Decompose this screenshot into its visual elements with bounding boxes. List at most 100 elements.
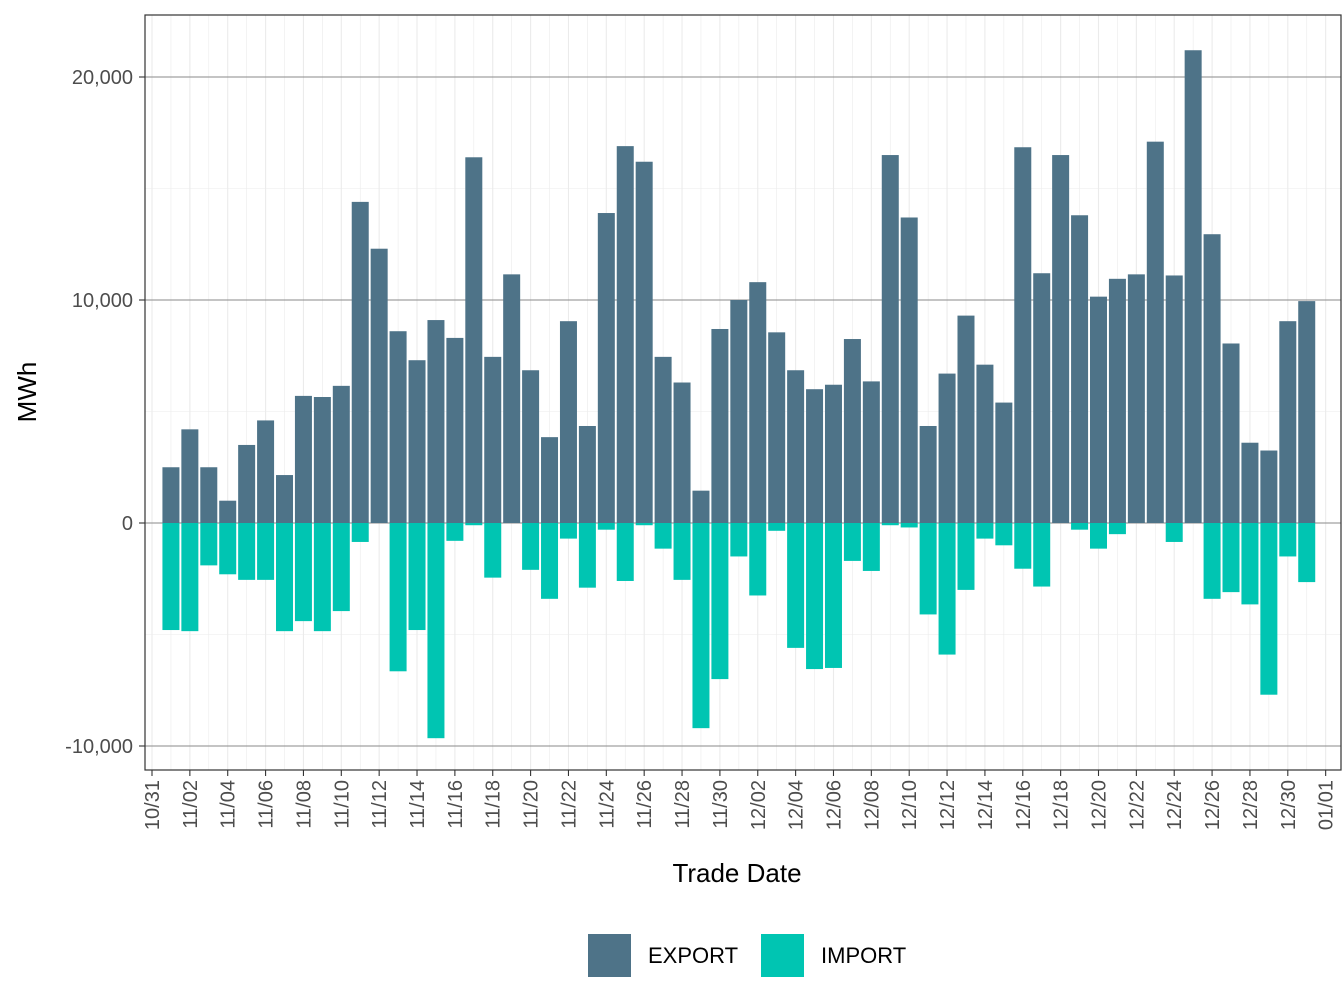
x-tick-label: 11/22 [558,780,580,829]
export-bar [578,425,596,523]
import-bar [427,523,445,739]
import-bar [294,523,312,622]
import-bar [654,523,672,549]
export-bar [181,429,199,523]
import-bar [1071,523,1089,530]
x-tick-label: 11/16 [445,780,467,829]
x-tick-label: 01/01 [1316,780,1338,830]
export-bar [1146,141,1164,524]
export-bar [768,332,786,523]
export-bar [862,381,880,523]
export-bar [162,467,180,523]
y-axis-title: MWh [12,362,42,423]
x-tick-label: 11/18 [483,780,505,829]
x-tick-label: 12/16 [1013,780,1035,830]
import-bar [313,523,331,632]
x-tick-label: 10/31 [142,780,164,830]
import-bar [238,523,256,580]
export-bar [597,213,615,523]
import-bar [806,523,824,670]
export-bar [976,364,994,523]
y-tick-label: 20,000 [72,67,133,89]
legend-key-export [588,934,631,977]
export-bar [824,384,842,523]
export-bar [957,315,975,523]
export-bar [749,282,767,523]
export-bar [1298,301,1316,523]
import-bar [957,523,975,590]
x-tick-label: 11/04 [218,780,240,829]
x-tick-label: 12/04 [786,780,808,830]
export-bar [919,425,937,523]
x-tick-label: 12/20 [1089,780,1111,830]
import-bar [465,523,483,526]
import-bar [768,523,786,531]
x-tick-label: 12/02 [748,780,770,830]
import-bar [730,523,748,557]
export-bar [1260,450,1278,523]
export-bar [370,248,388,523]
import-bar [862,523,880,571]
x-tick-label: 11/24 [596,780,618,829]
export-bar [522,370,540,523]
import-bar [843,523,861,561]
export-bar [711,328,729,523]
export-bar [1222,343,1240,523]
plot-border [144,14,1342,771]
export-bar [238,444,256,523]
import-bar [332,523,350,612]
import-bar [389,523,407,672]
import-bar [995,523,1013,546]
y-tick-label: 10,000 [72,290,133,312]
x-tick-label: 12/08 [861,780,883,830]
import-bar [1260,523,1278,695]
export-bar [559,321,577,523]
x-tick-label: 12/06 [823,780,845,830]
x-tick-label: 12/30 [1278,780,1300,830]
import-bar [673,523,691,580]
export-bar [938,373,956,523]
import-bar [1108,523,1126,535]
x-tick-label: 11/14 [407,780,429,829]
export-bar [351,201,369,523]
x-tick-label: 12/28 [1240,780,1262,830]
x-tick-label: 11/08 [293,780,315,829]
x-tick-label: 11/28 [672,780,694,829]
export-bar [200,467,218,523]
export-bar [995,402,1013,523]
x-tick-label: 12/12 [937,780,959,830]
import-bar [578,523,596,588]
import-bar [484,523,502,578]
x-tick-label: 12/10 [899,780,921,830]
import-bar [749,523,767,596]
x-tick-label: 11/30 [710,780,732,829]
import-bar [597,523,615,530]
import-bar [219,523,237,575]
export-bar [843,339,861,523]
x-tick-label: 11/20 [521,780,543,829]
x-tick-label: 11/26 [634,780,656,829]
y-tick-label: -10,000 [65,736,133,758]
export-bar [1033,273,1051,523]
x-tick-label: 12/24 [1164,780,1186,830]
export-bar [313,397,331,523]
export-bar [389,331,407,523]
x-axis-ticks: 10/31 11/02 11/04 11/06 11/08 11/10 11/12 11/14… [142,770,1338,830]
import-bar [976,523,994,539]
import-bar [559,523,577,539]
import-bar [522,523,540,570]
import-bar [276,523,294,632]
y-tick-label: 0 [122,513,133,535]
legend-key-import [761,934,804,977]
export-bar [787,370,805,523]
import-bar [446,523,464,541]
export-bar [654,356,672,523]
export-bar [881,155,899,524]
export-bar [730,300,748,523]
import-bar [938,523,956,655]
export-bar [484,356,502,523]
legend-label-export: EXPORT [648,943,738,968]
export-bar [616,146,634,523]
export-bar [465,157,483,523]
